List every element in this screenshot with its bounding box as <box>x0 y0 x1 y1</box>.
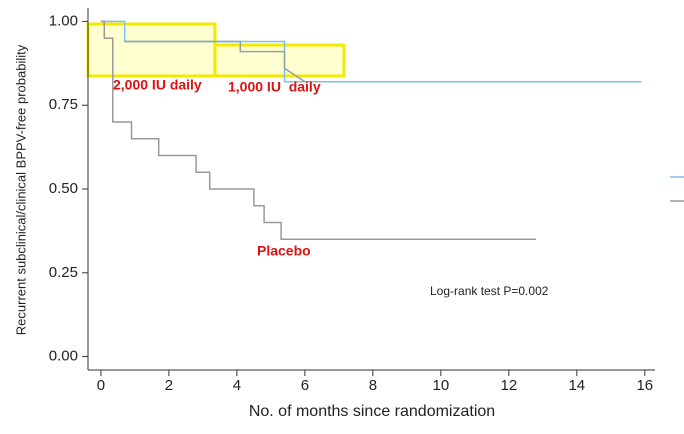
annotation: 2,000 IU daily <box>113 77 202 93</box>
x-tick-label: 6 <box>301 377 309 394</box>
x-tick-label: 10 <box>433 377 450 394</box>
x-tick-label: 2 <box>165 377 173 394</box>
x-axis-title: No. of months since randomization <box>249 403 495 420</box>
x-tick-label: 0 <box>97 377 105 394</box>
annotation: 1,000 IU daily <box>228 79 321 95</box>
y-tick-label: 0.75 <box>49 96 78 113</box>
x-tick-label: 14 <box>568 377 585 394</box>
y-axis-title: Recurrent subclinical/clinical BPPV-free… <box>13 44 28 335</box>
survival-line <box>100 20 536 241</box>
survival-line <box>124 40 306 83</box>
y-tick-label: 0.25 <box>49 264 78 281</box>
x-tick-label: 12 <box>500 377 517 394</box>
y-tick-label: 0.50 <box>49 180 78 197</box>
x-tick-label: 4 <box>233 377 241 394</box>
x-tick-label: 8 <box>369 377 377 394</box>
annotation: Placebo <box>257 243 311 259</box>
highlight-box <box>86 22 217 78</box>
x-tick-label: 16 <box>636 377 653 394</box>
y-tick-label: 0.00 <box>49 348 78 365</box>
y-tick-label: 1.00 <box>49 12 78 29</box>
annotation: Log-rank test P=0.002 <box>430 284 549 298</box>
highlight-box <box>213 43 346 78</box>
